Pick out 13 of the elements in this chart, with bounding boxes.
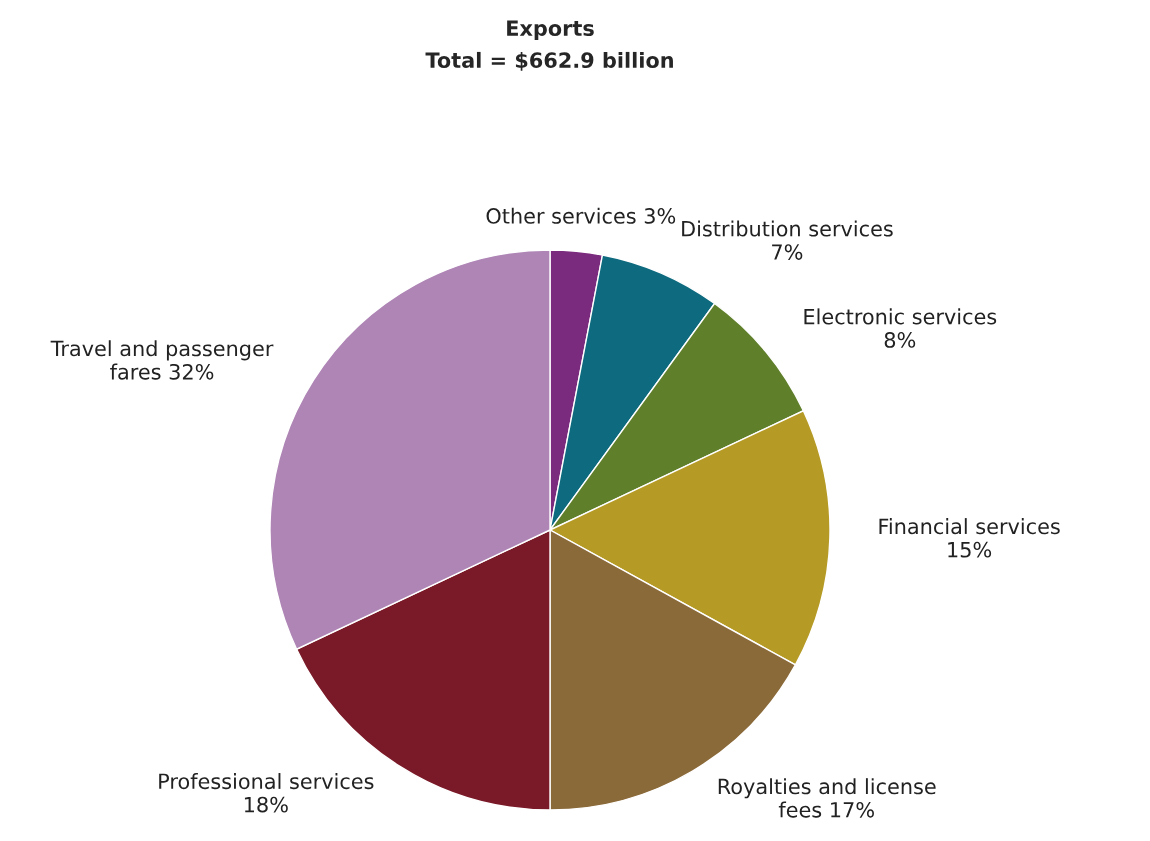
slice-label: Distribution services [682,220,893,237]
slice-label: Electronic services [804,308,997,325]
slice-label: Other services 3% [486,207,676,224]
data-label: 15% [948,541,992,558]
data-label: 8% [884,332,916,348]
slice-label: Travel and passenger fares 32% [50,340,274,380]
chart-subtitle: Total = $662.9 billion [425,51,673,71]
data-label: 18% [244,796,288,813]
data-label: 7% [772,244,803,260]
slice-label: Royalties and license fees 17% [718,778,936,818]
slice-label: Financial services [879,518,1060,535]
chart-title: Exports [507,20,594,41]
slice-label: Professional services [159,773,374,790]
